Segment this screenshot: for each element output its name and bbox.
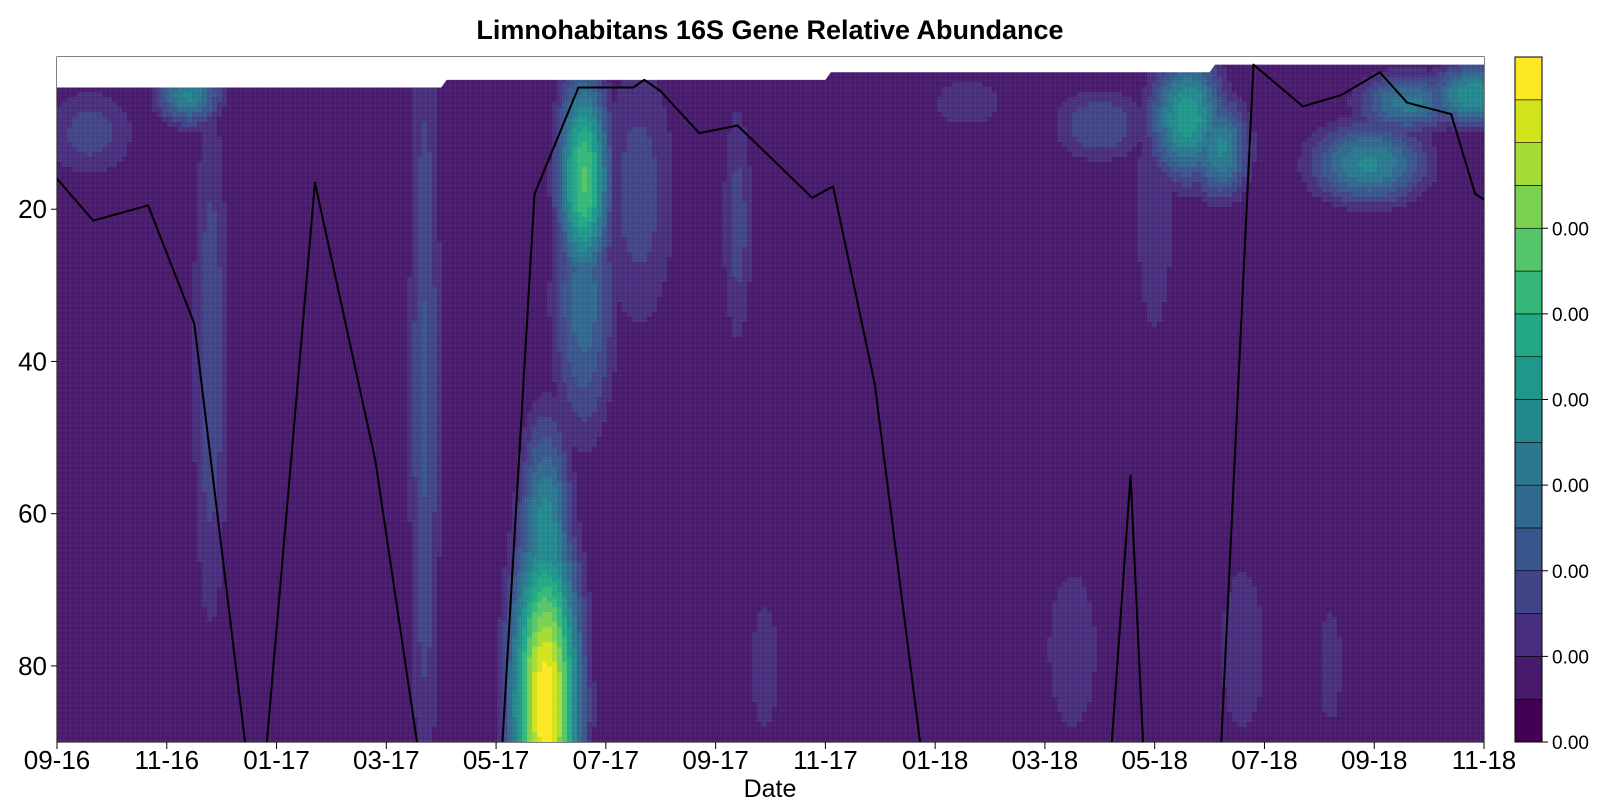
colorbar-swatch [1514, 399, 1543, 443]
surface-mask-shape [57, 57, 1484, 88]
colorbar-swatch [1514, 270, 1543, 315]
x-tick-label: 01-18 [902, 745, 969, 775]
y-tick-label: 20 [18, 194, 47, 224]
colorbar-tick-label: 0.00 [1552, 305, 1589, 326]
colorbar-swatch [1514, 356, 1543, 400]
x-tick-label: 03-17 [353, 745, 420, 775]
x-axis-label: Date [744, 775, 797, 800]
colorbar: 0.00 0.00 0.00 0.00 0.00 0.00 0.00 [1514, 56, 1589, 754]
colorbar-swatch [1514, 656, 1543, 700]
x-tick-label: 01-17 [243, 745, 310, 775]
plot-area [56, 56, 1485, 743]
colorbar-swatch [1514, 56, 1543, 101]
mesh-overlay [57, 57, 1484, 742]
x-tick-label: 09-18 [1341, 745, 1408, 775]
line-series-layer [57, 63, 1484, 742]
colorbar-tick-label: 0.00 [1552, 562, 1589, 583]
colorbar-tick-label: 0.00 [1552, 733, 1589, 754]
x-axis: 09-16 11-16 01-17 03-17 05-17 07-17 09-17 11-17… [24, 742, 1517, 775]
colorbar-swatch [1514, 442, 1543, 486]
colorbar-swatch [1514, 613, 1543, 657]
colorbar-tick-label: 0.00 [1552, 391, 1589, 412]
x-tick-label: 11-18 [1452, 745, 1517, 775]
x-tick-label: 11-17 [793, 745, 858, 775]
x-tick-label: 07-18 [1231, 745, 1298, 775]
y-axis: 20 40 60 80 [18, 194, 57, 681]
x-tick-label: 05-17 [463, 745, 530, 775]
y-tick-label: 40 [18, 346, 47, 376]
colorbar-swatch [1514, 484, 1543, 529]
colorbar-swatch [1514, 698, 1543, 743]
x-tick-label: 09-17 [682, 745, 749, 775]
colorbar-swatch [1514, 570, 1543, 614]
colorbar-tick-label: 0.00 [1552, 219, 1589, 240]
colorbar-swatch [1514, 185, 1543, 229]
grid-overlay [57, 57, 1484, 742]
x-tick-label: 09-16 [24, 745, 91, 775]
surface-mask [57, 57, 1484, 88]
colorbar-swatch [1514, 527, 1543, 572]
colorbar-swatch [1514, 227, 1543, 272]
x-tick-label: 07-17 [573, 745, 640, 775]
y-tick-label: 60 [18, 499, 47, 529]
chart-title: Limnohabitans 16S Gene Relative Abundanc… [476, 15, 1063, 45]
colorbar-tick-label: 0.00 [1552, 476, 1589, 497]
series-line [57, 63, 1484, 742]
y-tick-label: 80 [18, 651, 47, 681]
x-tick-label: 03-18 [1012, 745, 1079, 775]
colorbar-swatch [1514, 99, 1543, 143]
colorbar-tick-label: 0.00 [1552, 647, 1589, 668]
colorbar-swatch [1514, 142, 1543, 186]
colorbar-swatch [1514, 313, 1543, 357]
x-tick-label: 05-18 [1121, 745, 1188, 775]
x-tick-label: 11-16 [134, 745, 199, 775]
